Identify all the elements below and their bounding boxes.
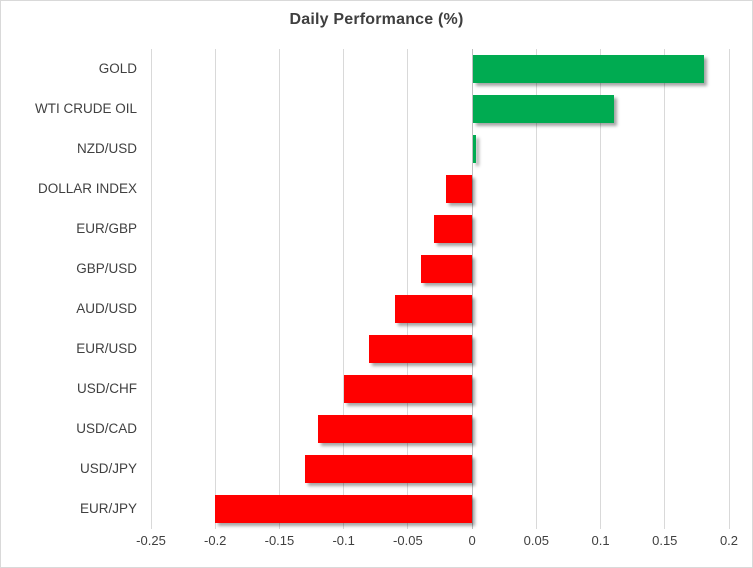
- x-tick-label: 0.2: [719, 533, 739, 548]
- x-tick-label: -0.15: [264, 533, 295, 548]
- chart-bar-usd-jpy: [305, 455, 473, 483]
- x-axis: -0.25 -0.2 -0.15 -0.1 -0.05 0 0.05 0.1 0.15 0.2: [1, 533, 752, 557]
- x-tick-label: -0.05: [393, 533, 423, 548]
- category-label-usd-jpy: USD/JPY: [79, 461, 137, 476]
- x-tick-label: -0.2: [204, 533, 227, 548]
- category-label-gbp-usd: GBP/USD: [76, 261, 137, 276]
- plot-area: [150, 49, 730, 529]
- chart-bar-usd-chf: [343, 375, 473, 403]
- gridline: [407, 49, 409, 529]
- chart-bar-nzd-usd: [473, 135, 476, 163]
- category-label-gold: GOLD: [98, 61, 137, 76]
- chart-bar-gbp-usd: [420, 255, 473, 283]
- gridline: [150, 49, 152, 529]
- x-tick-label: -0.1: [332, 533, 355, 548]
- gridline: [664, 49, 666, 529]
- x-tick-label: -0.25: [136, 533, 166, 548]
- chart-bar-aud-usd: [395, 295, 473, 323]
- category-label-wti-crude-oil: WTI CRUDE OIL: [34, 101, 137, 116]
- category-label-usd-cad: USD/CAD: [76, 421, 137, 436]
- category-label-eur-gbp: EUR/GBP: [76, 221, 137, 236]
- chart-bar-wti-crude-oil: [473, 95, 615, 123]
- chart-bar-eur-jpy: [215, 495, 473, 523]
- category-label-nzd-usd: NZD/USD: [77, 141, 137, 156]
- chart-bar-eur-gbp: [433, 215, 473, 243]
- category-label-eur-usd: EUR/USD: [76, 341, 137, 356]
- zero-gridline: [471, 49, 473, 529]
- category-label-aud-usd: AUD/USD: [76, 301, 137, 316]
- category-label-eur-jpy: EUR/JPY: [79, 501, 137, 516]
- chart-bar-gold: [473, 55, 705, 83]
- chart-bar-eur-usd: [369, 335, 473, 363]
- gridline: [600, 49, 602, 529]
- chart-bar-dollar-index: [446, 175, 473, 203]
- x-tick-label: 0: [468, 533, 476, 548]
- x-tick-label: 0.05: [523, 533, 549, 548]
- x-tick-label: 0.1: [591, 533, 610, 548]
- gridline: [278, 49, 280, 529]
- gridline: [535, 49, 537, 529]
- chart-bar-usd-cad: [317, 415, 473, 443]
- category-label-dollar-index: DOLLAR INDEX: [37, 181, 137, 196]
- x-tick-label: 0.15: [652, 533, 678, 548]
- gridline: [728, 49, 730, 529]
- gridline: [343, 49, 345, 529]
- chart-title: Daily Performance (%): [289, 11, 464, 28]
- gridline: [214, 49, 216, 529]
- category-label-usd-chf: USD/CHF: [77, 381, 137, 396]
